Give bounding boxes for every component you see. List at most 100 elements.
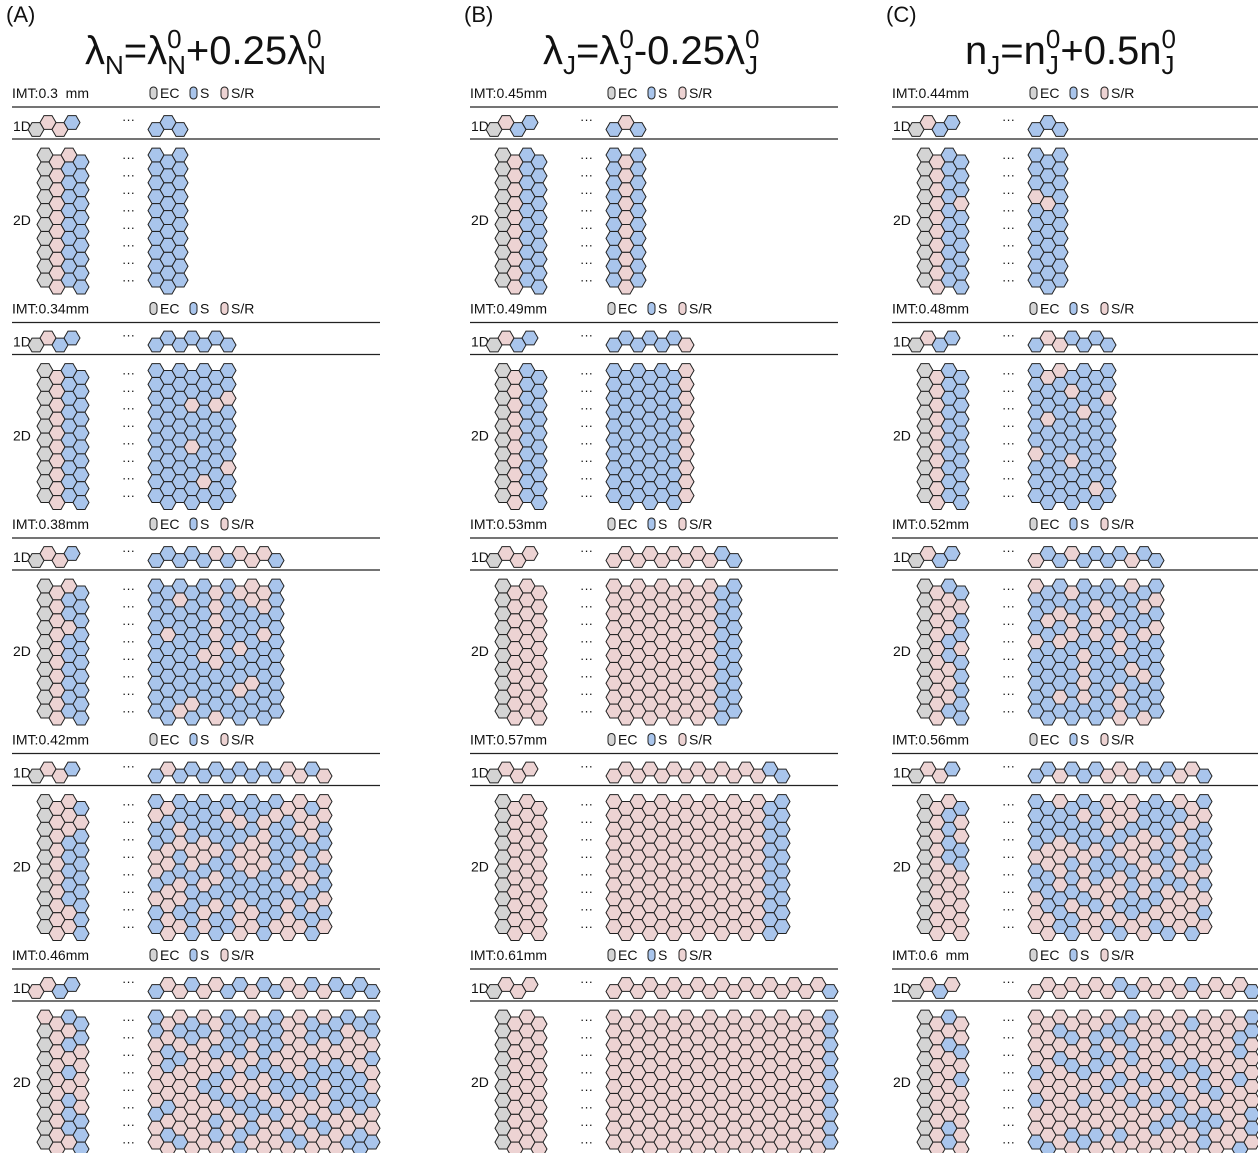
ellipsis: ··· <box>122 616 135 631</box>
legend-swatch <box>1070 87 1077 99</box>
hex-cell <box>953 280 969 294</box>
row-label: 2D <box>471 428 489 444</box>
hex-cell <box>73 384 89 398</box>
ellipsis: ··· <box>1002 1047 1015 1062</box>
panel-label: (C) <box>886 2 917 27</box>
ellipsis: ··· <box>1002 418 1015 433</box>
hex-cell <box>822 1080 838 1094</box>
legend-label: S <box>1080 301 1089 317</box>
panel-label: (A) <box>6 2 35 27</box>
ellipsis: ··· <box>580 203 593 218</box>
hex-cell <box>220 419 236 433</box>
hex-cell <box>1196 892 1212 906</box>
hex-cell <box>1100 475 1116 489</box>
ellipsis: ··· <box>580 759 593 774</box>
hex-cell <box>73 155 89 169</box>
ellipsis: ··· <box>122 634 135 649</box>
hex-cell <box>73 614 89 628</box>
imt-label: IMT:0.49mm <box>470 301 547 317</box>
ellipsis: ··· <box>580 616 593 631</box>
ellipsis: ··· <box>1002 220 1015 235</box>
row-label: 1D <box>893 118 911 134</box>
ellipsis: ··· <box>1002 651 1015 666</box>
ellipsis: ··· <box>580 366 593 381</box>
legend-label: EC <box>160 301 179 317</box>
hex-cell <box>73 440 89 454</box>
hex-cell <box>953 1100 969 1114</box>
hex-cell <box>531 440 547 454</box>
legend-label: S/R <box>1111 516 1134 532</box>
hex-cell <box>73 927 89 941</box>
row-label: 2D <box>13 428 31 444</box>
hex-cell <box>678 489 694 503</box>
ellipsis: ··· <box>122 401 135 416</box>
hex-cell <box>774 808 790 822</box>
hex-cell <box>1196 864 1212 878</box>
ellipsis: ··· <box>580 1012 593 1027</box>
hex-cell <box>73 482 89 496</box>
panel-title: N <box>105 50 124 80</box>
hex-cell <box>531 927 547 941</box>
hex-cell <box>73 829 89 843</box>
hex-cell <box>531 857 547 871</box>
hex-cell <box>1100 364 1116 378</box>
ellipsis: ··· <box>1002 366 1015 381</box>
ellipsis: ··· <box>122 919 135 934</box>
hex-cell <box>678 364 694 378</box>
hex-cell <box>531 169 547 183</box>
hex-cell <box>944 331 960 345</box>
hex-cell <box>220 405 236 419</box>
hex-cell <box>316 769 332 783</box>
hex-cell <box>953 600 969 614</box>
hex-cell <box>73 1017 89 1031</box>
legend-label: EC <box>618 947 637 963</box>
hex-cell <box>1052 259 1068 273</box>
legend-label: S/R <box>1111 947 1134 963</box>
legend-swatch <box>1101 87 1108 99</box>
ellipsis: ··· <box>1002 273 1015 288</box>
ellipsis: ··· <box>580 581 593 596</box>
ellipsis: ··· <box>122 651 135 666</box>
legend-label: S/R <box>689 301 712 317</box>
legend-label: EC <box>1040 732 1059 748</box>
ellipsis: ··· <box>122 974 135 989</box>
ellipsis: ··· <box>580 401 593 416</box>
legend-swatch <box>190 87 197 99</box>
hex-cell <box>316 808 332 822</box>
hex-cell <box>953 225 969 239</box>
hex-cell <box>364 1107 380 1121</box>
hex-cell <box>531 1017 547 1031</box>
hex-cell <box>531 711 547 725</box>
ellipsis: ··· <box>580 832 593 847</box>
hex-cell <box>172 148 188 162</box>
row-label: 1D <box>13 118 31 134</box>
hex-cell <box>73 183 89 197</box>
hex-cell <box>268 635 284 649</box>
ellipsis: ··· <box>122 1012 135 1027</box>
hex-cell <box>1148 676 1164 690</box>
legend-swatch <box>190 518 197 530</box>
legend-label: S <box>200 732 209 748</box>
hex-cell <box>172 162 188 176</box>
hex-cell <box>73 683 89 697</box>
ellipsis: ··· <box>580 651 593 666</box>
legend-label: EC <box>1040 947 1059 963</box>
hex-cell <box>1052 273 1068 287</box>
ellipsis: ··· <box>580 273 593 288</box>
hex-cell <box>522 762 538 776</box>
legend-label: S <box>1080 516 1089 532</box>
legend-swatch <box>1030 87 1037 99</box>
legend-swatch <box>608 303 615 315</box>
hex-cell <box>953 440 969 454</box>
panel-title: =λ <box>576 29 619 73</box>
ellipsis: ··· <box>1002 814 1015 829</box>
hex-cell <box>953 1059 969 1073</box>
hex-cell <box>1196 878 1212 892</box>
ellipsis: ··· <box>1002 383 1015 398</box>
legend-swatch <box>1070 303 1077 315</box>
hex-cell <box>73 496 89 510</box>
legend-label: EC <box>618 732 637 748</box>
hex-cell <box>953 266 969 280</box>
panel-title: λ <box>543 29 563 73</box>
ellipsis: ··· <box>122 488 135 503</box>
